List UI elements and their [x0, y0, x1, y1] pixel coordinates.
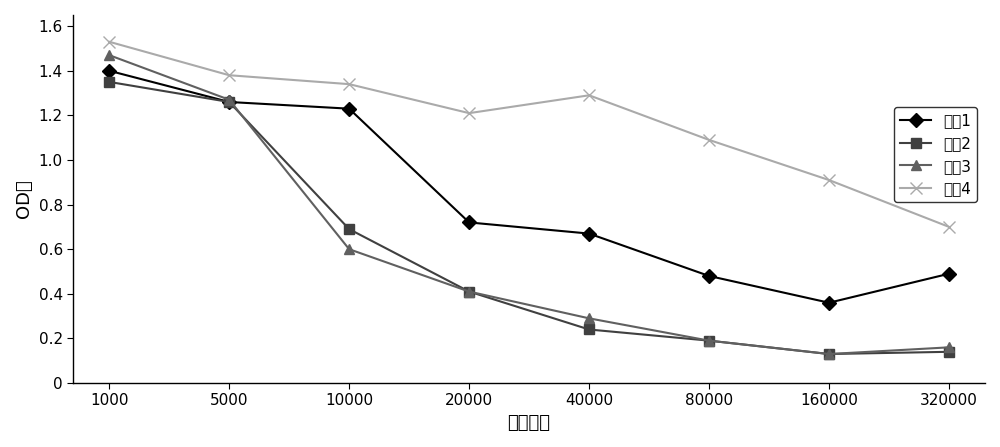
- 样品4: [223, 72, 235, 78]
- 样品2: [583, 327, 595, 332]
- Line: 样品2: 样品2: [104, 77, 954, 359]
- 样品1: [103, 68, 115, 73]
- 样品4: [943, 224, 955, 230]
- 样品1: [463, 220, 475, 225]
- 样品3: [943, 345, 955, 350]
- X-axis label: 稀释倍数: 稀释倍数: [508, 414, 551, 432]
- Line: 样品1: 样品1: [104, 66, 954, 308]
- 样品2: [823, 351, 835, 357]
- 样品2: [223, 99, 235, 105]
- 样品3: [463, 289, 475, 294]
- 样品4: [583, 93, 595, 98]
- Y-axis label: OD值: OD值: [15, 180, 33, 219]
- 样品2: [103, 79, 115, 84]
- 样品2: [943, 349, 955, 354]
- 样品4: [463, 110, 475, 116]
- 样品1: [943, 271, 955, 276]
- 样品1: [223, 99, 235, 105]
- 样品3: [823, 351, 835, 357]
- 样品4: [103, 39, 115, 44]
- 样品1: [583, 231, 595, 236]
- 样品4: [823, 177, 835, 183]
- Line: 样品4: 样品4: [104, 36, 955, 232]
- 样品3: [583, 316, 595, 321]
- 样品2: [703, 338, 715, 343]
- 样品2: [463, 289, 475, 294]
- 样品4: [343, 81, 355, 87]
- 样品1: [703, 273, 715, 278]
- Line: 样品3: 样品3: [104, 50, 954, 359]
- 样品1: [343, 106, 355, 111]
- 样品1: [823, 300, 835, 305]
- Legend: 样品1, 样品2, 样品3, 样品4: 样品1, 样品2, 样品3, 样品4: [894, 107, 977, 202]
- 样品3: [103, 52, 115, 58]
- 样品3: [223, 97, 235, 102]
- 样品3: [343, 246, 355, 252]
- 样品3: [703, 338, 715, 343]
- 样品2: [343, 227, 355, 232]
- 样品4: [703, 137, 715, 143]
